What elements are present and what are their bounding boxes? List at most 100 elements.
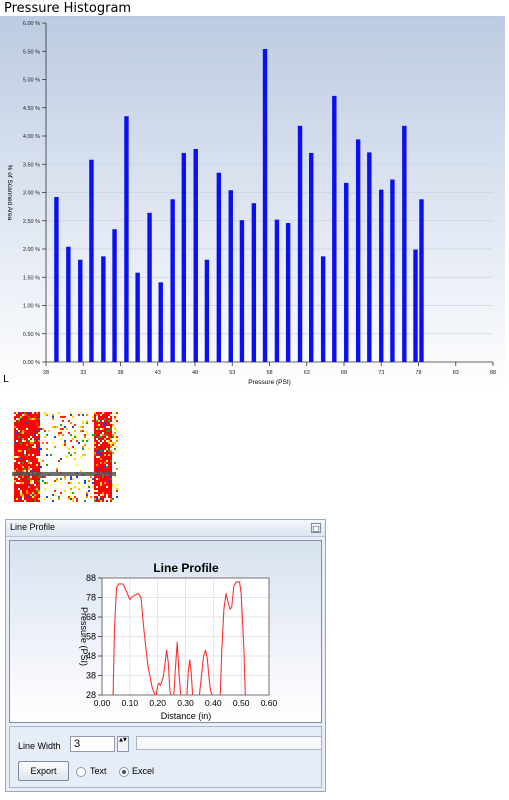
- histogram-bar: [89, 159, 94, 362]
- histogram-bar: [158, 282, 163, 362]
- x-tick-label: 48: [192, 370, 198, 376]
- y-axis-label: % of Scanned Area: [6, 165, 13, 221]
- y-tick-label: 4.00 %: [23, 134, 40, 140]
- pressure-map-thumbnail[interactable]: [12, 410, 122, 506]
- pressure-map-cells: [14, 412, 118, 502]
- histogram-bar: [66, 246, 71, 362]
- x-tick-label: 63: [304, 370, 310, 376]
- histogram-bar: [216, 172, 222, 362]
- line-width-status-field[interactable]: [136, 736, 322, 750]
- x-tick-label: 68: [341, 370, 347, 376]
- y-tick-label: 5.50 %: [23, 49, 40, 55]
- histogram-bar: [297, 125, 303, 362]
- x-tick-label: 58: [266, 370, 272, 376]
- x-tick-label: 0.00: [94, 698, 111, 708]
- y-tick-label: 2.50 %: [23, 219, 40, 225]
- histogram-chart: 0.00 % 0.50 % 1.00 % 1.50 % 2.00 % 2.50 % 3.00…: [0, 16, 505, 392]
- y-tick-label: 88: [86, 573, 96, 583]
- x-tick-label: 28: [43, 370, 49, 376]
- x-axis-label: Distance (in): [161, 711, 212, 721]
- profile-line-segment: [155, 649, 172, 696]
- histogram-title: Pressure Histogram: [4, 1, 132, 16]
- histogram-bar: [379, 189, 384, 362]
- profile-line-marker: [12, 472, 116, 476]
- histogram-bar: [320, 256, 326, 362]
- x-tick-label: 88: [490, 370, 496, 376]
- y-tick-label: 48: [86, 651, 96, 661]
- histogram-bar: [204, 259, 210, 362]
- histogram-bar: [147, 212, 152, 362]
- histogram-bar: [54, 197, 59, 362]
- y-tick-label: 4.50 %: [23, 106, 40, 112]
- histogram-bar: [274, 219, 280, 362]
- restore-icon[interactable]: □: [311, 523, 321, 533]
- histogram-bar: [355, 139, 361, 362]
- histogram-bar: [228, 190, 233, 362]
- histogram-bar: [367, 152, 372, 362]
- y-tick-label: 0.00 %: [23, 360, 40, 366]
- x-tick-label: 38: [117, 370, 123, 376]
- profile-line-segment: [198, 649, 213, 696]
- excel-format-radio[interactable]: [119, 767, 129, 777]
- line-profile-panel-title: Line Profile: [10, 522, 56, 532]
- histogram-side-label: L: [3, 374, 9, 385]
- histogram-bar: [170, 199, 175, 362]
- text-format-label: Text: [90, 766, 107, 776]
- line-profile-panel: Line Profile □ 0.00 0.10 0.20 0.30 0.40 0.50 0…: [5, 519, 326, 792]
- histogram-bar: [112, 229, 117, 362]
- y-tick-label: 0.50 %: [23, 332, 40, 338]
- histogram-bar: [390, 179, 395, 362]
- x-tick-label: 0.60: [261, 698, 278, 708]
- histogram-bar: [344, 182, 349, 362]
- y-tick-label: 68: [86, 612, 96, 622]
- y-tick-label: 2.00 %: [23, 247, 40, 253]
- histogram-bar: [181, 152, 187, 362]
- export-button[interactable]: Export: [18, 761, 69, 781]
- line-profile-chart-box: 0.00 0.10 0.20 0.30 0.40 0.50 0.60 28 38 48 58 68 78…: [9, 540, 322, 723]
- profile-line-segment: [186, 659, 194, 696]
- line-profile-titlebar[interactable]: Line Profile □: [6, 520, 325, 537]
- x-axis-label: Pressure (PSI): [248, 379, 291, 386]
- y-tick-label: 58: [86, 632, 96, 642]
- histogram-bar: [239, 220, 245, 362]
- line-width-input[interactable]: [70, 736, 115, 752]
- histogram-bar: [135, 272, 140, 362]
- y-tick-label: 28: [86, 690, 96, 700]
- profile-line-segment: [112, 583, 156, 696]
- profile-line-segment: [219, 581, 246, 696]
- x-tick-label: 0.50: [233, 698, 250, 708]
- y-axis-label: Pressure (PSI): [79, 607, 89, 666]
- x-tick-label: 43: [155, 370, 161, 376]
- x-tick-label: 78: [415, 370, 421, 376]
- line-profile-controls: Line Width ▲▼ Export Text Excel: [9, 726, 322, 788]
- y-tick-label: 3.00 %: [23, 191, 40, 197]
- y-tick-label: 1.50 %: [23, 275, 40, 281]
- x-tick-label: 0.30: [177, 698, 194, 708]
- histogram-bar: [101, 256, 106, 362]
- histogram-bar: [332, 95, 337, 362]
- x-tick-label: 0.20: [149, 698, 166, 708]
- y-tick-label: 1.00 %: [23, 304, 40, 310]
- line-profile-chart: 0.00 0.10 0.20 0.30 0.40 0.50 0.60 28 38 48 58 68 78…: [79, 561, 278, 721]
- histogram-bar: [124, 116, 129, 362]
- histogram-bar: [413, 249, 418, 362]
- histogram-bar: [285, 223, 291, 362]
- y-tick-label: 5.00 %: [23, 78, 40, 84]
- x-tick-label: 33: [80, 370, 86, 376]
- line-width-label: Line Width: [18, 741, 61, 751]
- histogram-bar: [262, 48, 268, 363]
- histogram-bar: [78, 259, 83, 362]
- profile-line-segment: [173, 641, 182, 696]
- histogram-bar: [419, 199, 424, 362]
- x-tick-label: 0.10: [122, 698, 139, 708]
- histogram-bar: [193, 148, 198, 362]
- excel-format-label: Excel: [132, 766, 155, 776]
- spinner-arrows-icon[interactable]: ▲▼: [117, 736, 129, 752]
- text-format-radio[interactable]: [76, 767, 86, 777]
- y-tick-label: 6.00 %: [23, 21, 40, 27]
- x-tick-label: 0.40: [205, 698, 222, 708]
- x-tick-label: 83: [453, 370, 459, 376]
- y-tick-label: 78: [86, 593, 96, 603]
- x-tick-label: 53: [229, 370, 235, 376]
- y-tick-label: 38: [86, 671, 96, 681]
